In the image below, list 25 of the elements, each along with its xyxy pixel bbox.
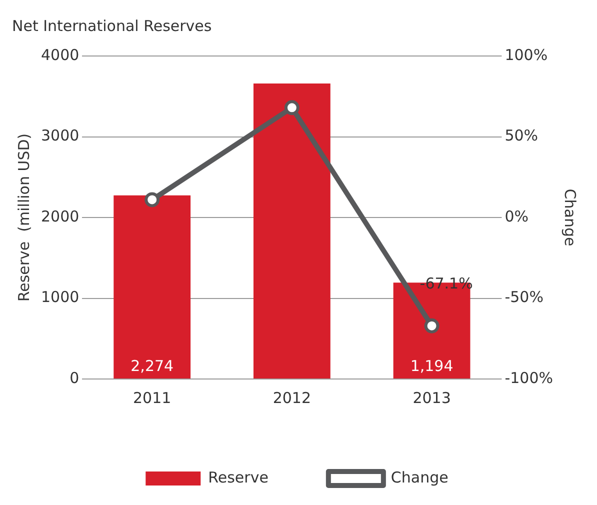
chart-title: Net International Reserves: [12, 16, 212, 35]
y-tick-label: 2000: [40, 207, 80, 226]
y-tick-label: 4000: [40, 46, 80, 64]
y2-tick-label: 100%: [504, 46, 548, 64]
data-label: 2,274: [130, 356, 174, 375]
bar: [114, 195, 191, 378]
point: [284, 100, 300, 116]
y2-tick-label: -50%: [504, 288, 544, 306]
y-tick-label: 3000: [40, 126, 80, 145]
y-axis-title: Reserve (million USD): [14, 133, 33, 302]
data-label: 1,194: [410, 356, 454, 375]
x-tick-label: 2012: [272, 388, 312, 407]
x-tick-label: 2011: [133, 388, 172, 407]
x-tick-label: 2013: [412, 388, 451, 407]
y2-axis-title: Change: [561, 188, 580, 246]
y2-tick-label: 50%: [504, 126, 538, 145]
y2-tick-label: -100%: [504, 368, 553, 387]
y-tick-label: 1000: [40, 288, 80, 306]
legend-label: Change: [390, 468, 448, 486]
y-tick-label: 0: [70, 368, 80, 387]
point: [144, 192, 160, 208]
legend-label: Reserve: [208, 468, 268, 486]
y2-tick-label: 0%: [504, 207, 528, 226]
bar: [253, 83, 330, 378]
point: [424, 318, 440, 334]
